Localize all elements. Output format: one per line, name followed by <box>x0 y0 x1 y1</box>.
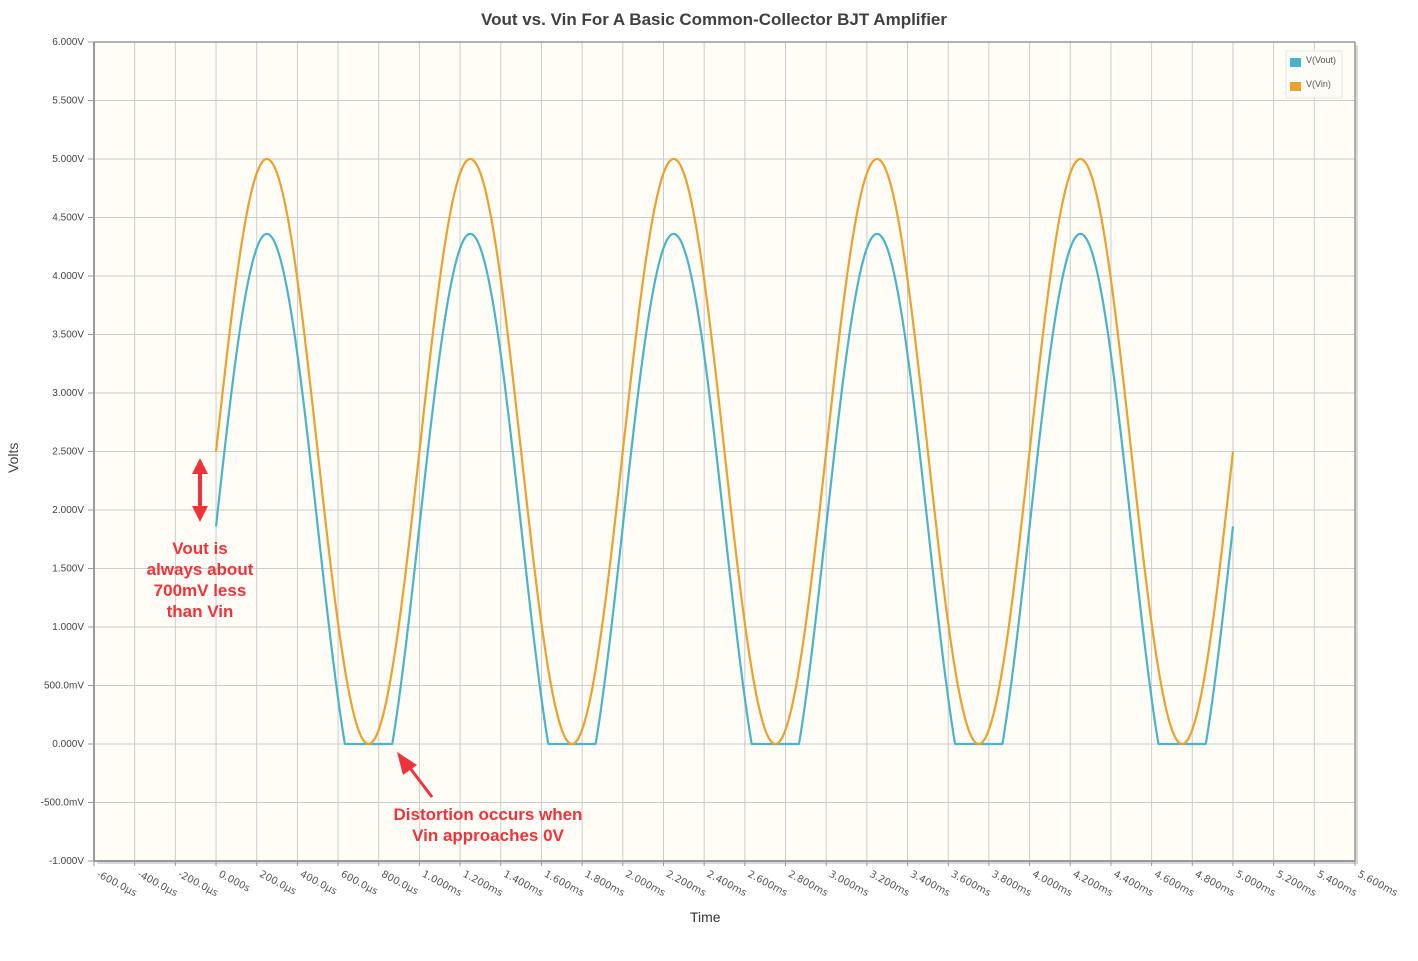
x-tick-label: 0.000s <box>217 869 252 895</box>
x-tick-label: 2.000ms <box>623 869 667 899</box>
x-tick-label: 4.600ms <box>1152 869 1196 899</box>
y-tick-label: 2.500V <box>52 447 84 458</box>
y-tick-label: 4.500V <box>52 213 84 224</box>
legend-label: V(Vout) <box>1306 55 1336 65</box>
x-tick-label: 3.800ms <box>989 869 1033 899</box>
annotation-line: Vout is <box>172 539 228 558</box>
x-tick-label: 3.600ms <box>949 869 993 899</box>
y-tick-label: 2.000V <box>52 505 84 516</box>
arrow-shaft-icon <box>408 767 434 798</box>
annotation-line: than Vin <box>166 602 234 621</box>
x-tick-label: 3.200ms <box>867 869 911 899</box>
x-tick-label: 3.400ms <box>908 869 952 899</box>
x-tick-label: 800.0µs <box>379 869 420 898</box>
annotation-offset-note: Vout is always about 700mV less than Vin <box>140 538 260 622</box>
arrow-head-down-icon <box>192 506 208 522</box>
x-tick-label: 4.800ms <box>1193 869 1237 899</box>
x-tick-label: 5.600ms <box>1356 869 1400 899</box>
x-tick-label: 600.0µs <box>339 869 380 898</box>
legend-label: V(Vin) <box>1306 79 1331 89</box>
y-tick-label: 5.000V <box>52 154 84 165</box>
series-vin-line <box>214 157 1235 746</box>
x-tick-label: -400.0µs <box>135 869 179 899</box>
x-tick-label: 1.800ms <box>583 869 627 899</box>
annotation-arrows <box>192 458 434 798</box>
x-tick-label: 3.000ms <box>827 869 871 899</box>
legend-swatch-vout-icon <box>1290 58 1301 67</box>
x-tick-label: 1.200ms <box>461 869 505 899</box>
y-tick-label: 3.500V <box>52 330 84 341</box>
y-tick-label: 3.000V <box>52 388 84 399</box>
y-axis-label: Volts <box>5 442 21 473</box>
x-tick-label: 400.0µs <box>298 869 339 898</box>
x-tick-label: 4.000ms <box>1030 869 1074 899</box>
x-tick-label: -200.0µs <box>176 869 220 899</box>
arrow-head-up-icon <box>192 458 208 474</box>
x-tick-label: 1.000ms <box>420 869 464 899</box>
x-tick-label: 2.200ms <box>664 869 708 899</box>
x-tick-label: 5.200ms <box>1274 869 1318 899</box>
x-tick-label: 1.600ms <box>542 869 586 899</box>
y-tick-label: 6.000V <box>52 37 84 48</box>
series-lines <box>214 157 1235 746</box>
x-tick-label: 200.0µs <box>257 869 298 898</box>
x-axis-label: Time <box>690 909 721 925</box>
x-tick-label: -600.0µs <box>95 869 139 899</box>
x-tick-label: 4.200ms <box>1071 869 1115 899</box>
x-tick-label: 2.600ms <box>745 869 789 899</box>
x-tick-label: 5.400ms <box>1315 869 1359 899</box>
y-tick-label: 1.000V <box>52 622 84 633</box>
annotation-line: Vin approaches 0V <box>412 826 564 845</box>
x-tick-label: 4.400ms <box>1112 869 1156 899</box>
legend-swatch-vin-icon <box>1290 82 1301 91</box>
arrow-head-icon <box>397 752 417 775</box>
y-tick-label: 5.500V <box>52 96 84 107</box>
annotation-distortion-note: Distortion occurs when Vin approaches 0V <box>368 804 608 846</box>
x-tick-label: 2.400ms <box>705 869 749 899</box>
chart-title: Vout vs. Vin For A Basic Common-Collecto… <box>481 10 947 29</box>
y-tick-label: 500.0mV <box>44 681 84 692</box>
legend-item[interactable]: V(Vout) <box>1290 55 1336 67</box>
axes <box>93 41 1356 862</box>
annotation-line: 700mV less <box>153 581 247 600</box>
series-vout-line <box>214 232 1235 746</box>
legend[interactable]: V(Vout) V(Vin) <box>1285 50 1343 99</box>
x-tick-label: 2.800ms <box>786 869 830 899</box>
y-axis-ticks: 6.000V 5.500V 5.000V 4.500V 4.000V 3.500V 3.00… <box>41 37 94 867</box>
y-tick-label: 1.500V <box>52 564 84 575</box>
legend-item[interactable]: V(Vin) <box>1290 79 1331 91</box>
y-tick-label: 4.000V <box>52 271 84 282</box>
x-tick-label: 1.400ms <box>501 869 545 899</box>
y-tick-label: 0.000V <box>52 739 84 750</box>
y-tick-label: -1.000V <box>49 856 84 867</box>
x-tick-label: 5.000ms <box>1234 869 1278 899</box>
annotation-line: Distortion occurs when <box>393 805 583 824</box>
annotation-line: always about <box>146 560 254 579</box>
y-tick-label: -500.0mV <box>41 798 85 809</box>
